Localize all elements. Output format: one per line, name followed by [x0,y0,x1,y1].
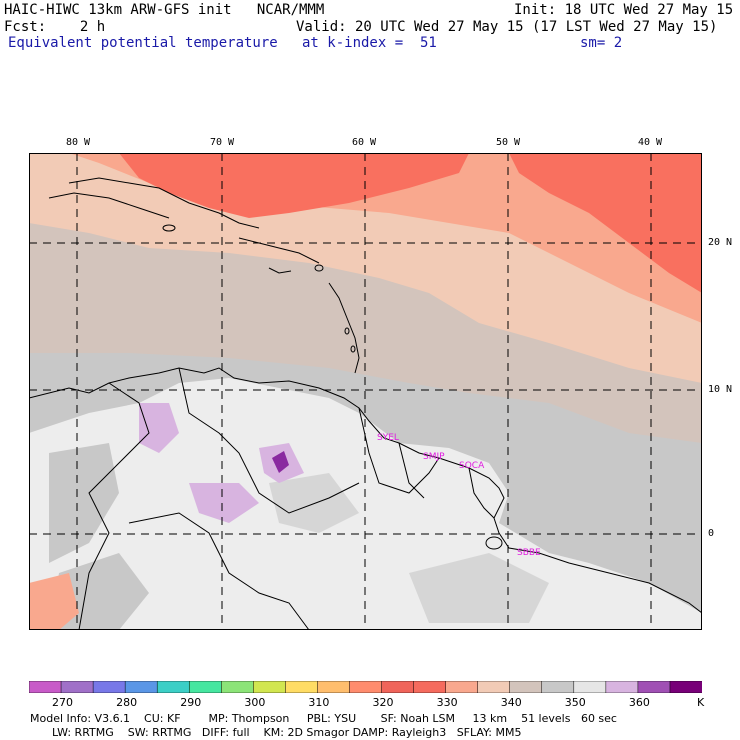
colorbar-tick-label: 320 [372,696,394,709]
lon-label-80w: 80 W [66,137,91,148]
lon-label-60w: 60 W [352,137,377,148]
lat-label-20n: 20 N [708,237,733,248]
colorbar [29,681,702,693]
colorbar-swatch [124,681,158,693]
purple-spot [272,451,289,473]
lon-label-70w: 70 W [210,137,235,148]
colorbar-tick-label: 280 [116,696,138,709]
land-gray-patch [269,473,359,533]
hot-region-east [509,153,702,293]
lat-label-0: 0 [708,528,715,539]
colorbar-swatch [637,681,671,693]
colorbar-tick-label: 290 [180,696,202,709]
lilac-patch [139,403,179,453]
lon-label-50w: 50 W [496,137,521,148]
station-label-soca: SOCA [459,461,485,471]
colorbar-tick-label: 330 [436,696,458,709]
colorbar-swatch [188,681,223,693]
colorbar-swatch [413,681,447,693]
colorbar-swatch [573,681,607,693]
colorbar-unit: K [697,696,705,709]
lilac-patch [189,483,259,523]
colorbar-tick-label: 310 [308,696,330,709]
colorbar-tick-label: 360 [628,696,650,709]
colorbar-swatch [669,681,702,693]
station-label-smjp: SMJP [423,452,445,462]
colorbar-swatch [60,681,94,693]
header-init: Init: 18 UTC Wed 27 May 15 [514,2,734,18]
colorbar-swatch [605,681,639,693]
model-info-line2: LW: RRTMG SW: RRTMG DIFF: full KM: 2D Sm… [52,726,522,739]
colorbar-swatch [509,681,543,693]
colorbar-swatch [92,681,126,693]
station-label-sbbe: SBBE [517,548,541,558]
colorbar-tick-label: 270 [52,696,74,709]
land-gray-patch [409,553,549,623]
coastal-warm [29,573,79,630]
colorbar-swatch [285,681,319,693]
colorbar-swatch [349,681,383,693]
colorbar-swatch [381,681,415,693]
graticule [29,153,702,630]
colorbar-swatch [253,681,287,693]
colorbar-tick-label: 350 [564,696,586,709]
model-info-line1: Model Info: V3.6.1 CU: KF MP: Thompson P… [30,712,617,725]
map-frame [29,153,702,630]
theta-e-map: SYEL SMJP SOCA SBBE [29,153,702,630]
smoothing: sm= 2 [580,35,623,51]
colorbar-swatch [477,681,511,693]
colorbar-tick-label: 340 [500,696,522,709]
header-forecast: Fcst: 2 h [4,19,106,35]
colorbar-swatch [541,681,575,693]
islands [162,224,503,550]
header-valid: Valid: 20 UTC Wed 27 May 15 (17 LST Wed … [296,19,718,35]
lat-label-10n: 10 N [708,384,733,395]
colorbar-swatch [29,681,62,693]
hot-region-north [119,153,469,218]
coastlines [29,177,702,630]
colorbar-swatch [317,681,351,693]
header-title: HAIC-HIWC 13km ARW-GFS init NCAR/MMM [4,2,325,18]
colorbar-swatch [156,681,190,693]
field-name: Equivalent potential temperature [8,35,278,51]
land-gray-patch [49,443,119,563]
colorbar-tick-label: 300 [244,696,266,709]
level-index: at k-index = 51 [302,35,437,51]
colorbar-swatch [445,681,479,693]
station-label-syel: SYEL [377,433,399,443]
lon-label-40w: 40 W [638,137,663,148]
colorbar-swatch [221,681,255,693]
